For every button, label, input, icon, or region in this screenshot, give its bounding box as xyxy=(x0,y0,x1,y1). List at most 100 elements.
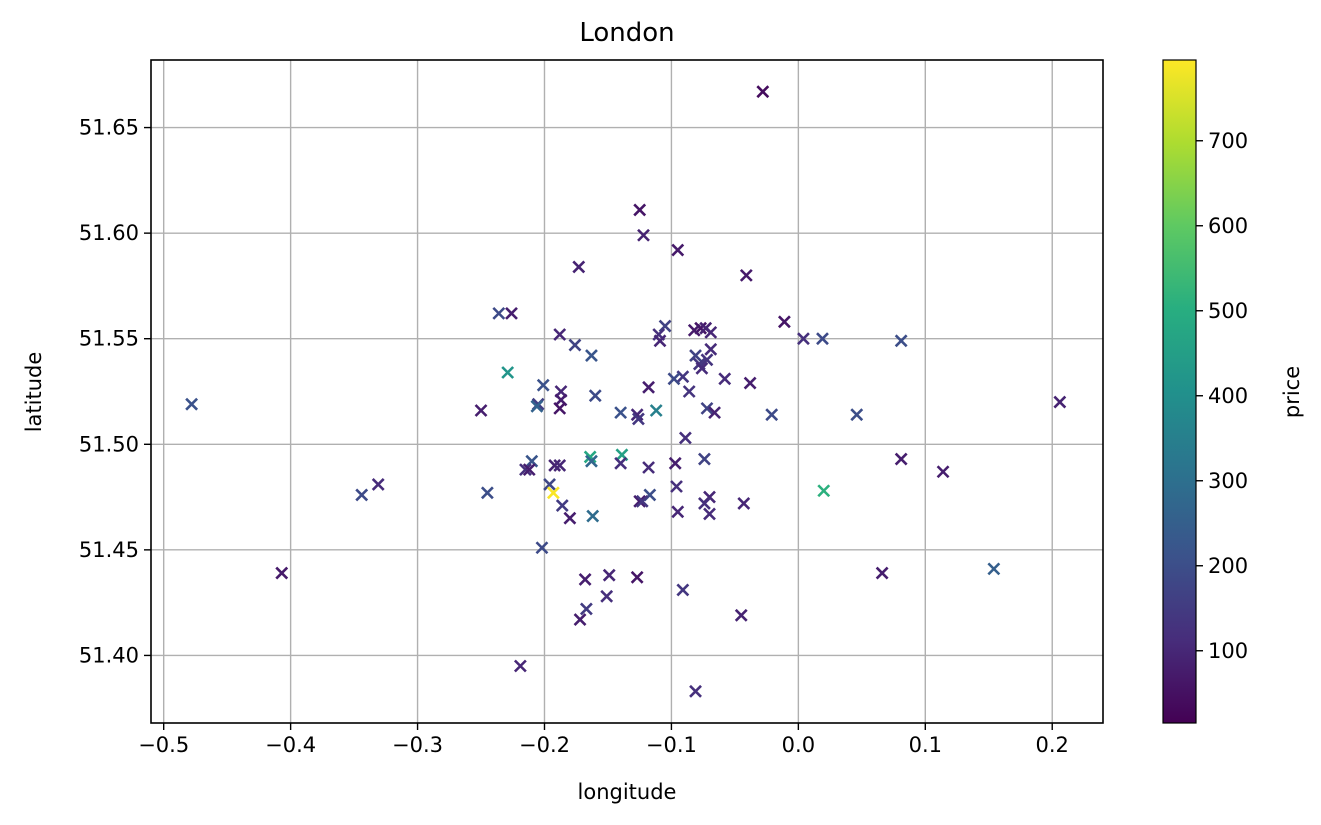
data-point xyxy=(543,477,556,491)
data-point xyxy=(689,684,702,698)
data-point xyxy=(658,319,672,333)
y-tick-label: 51.45 xyxy=(79,538,139,562)
data-point xyxy=(519,463,532,477)
data-point xyxy=(371,477,385,491)
x-tick-label: 0.1 xyxy=(909,733,942,757)
data-point xyxy=(936,465,950,479)
plot-area-frame xyxy=(150,59,1104,724)
data-point xyxy=(630,408,644,422)
data-point xyxy=(765,408,779,422)
x-tick-label: 0.2 xyxy=(1036,733,1069,757)
data-point xyxy=(737,496,751,510)
colorbar-tick-label: 500 xyxy=(1208,299,1248,323)
data-point xyxy=(513,659,527,673)
data-point xyxy=(614,406,628,420)
colorbar-tick-label: 700 xyxy=(1208,129,1248,153)
data-point xyxy=(894,334,908,348)
x-tick-label: −0.2 xyxy=(519,733,570,757)
data-point xyxy=(739,268,753,282)
data-point xyxy=(667,372,681,386)
data-point xyxy=(185,397,199,411)
colorbar-tick-label: 300 xyxy=(1208,469,1248,493)
grid xyxy=(151,60,1103,723)
data-point xyxy=(797,332,810,346)
data-point xyxy=(703,507,716,521)
data-point xyxy=(816,332,829,346)
data-point xyxy=(708,406,722,420)
data-point xyxy=(555,499,569,512)
data-point xyxy=(700,401,714,415)
data-point xyxy=(536,378,550,392)
data-point xyxy=(501,366,515,379)
data-point xyxy=(875,566,889,580)
data-point xyxy=(743,376,757,390)
data-point xyxy=(1053,395,1067,409)
data-point xyxy=(480,486,494,500)
data-point xyxy=(817,484,831,498)
data-point xyxy=(553,458,567,472)
data-point xyxy=(579,602,593,616)
data-point xyxy=(572,260,586,274)
data-point xyxy=(670,480,683,493)
data-point xyxy=(586,509,600,523)
data-point xyxy=(671,505,685,519)
data-point xyxy=(275,566,289,580)
x-tick-label: 0.0 xyxy=(782,733,815,757)
colorbar-tick-label: 600 xyxy=(1208,214,1248,238)
data-point xyxy=(687,323,701,337)
data-point xyxy=(700,353,714,367)
data-point xyxy=(777,315,791,329)
data-point xyxy=(637,228,650,242)
data-point xyxy=(689,349,702,363)
data-point xyxy=(642,380,655,394)
data-point xyxy=(474,404,488,417)
data-point xyxy=(614,456,628,470)
data-point xyxy=(642,461,655,474)
data-point xyxy=(585,349,598,363)
data-point xyxy=(522,463,536,477)
data-point xyxy=(588,389,602,403)
x-axis-title: longitude xyxy=(578,780,677,804)
y-tick-label: 51.50 xyxy=(79,432,139,456)
data-points xyxy=(185,85,1067,698)
data-point xyxy=(355,488,369,502)
data-point xyxy=(553,328,567,341)
y-axis: 51.40 51.45 51.50 51.55 51.60 51.65 xyxy=(79,116,151,667)
data-point xyxy=(600,589,614,603)
data-point xyxy=(578,573,592,586)
data-point xyxy=(630,570,644,584)
colorbar-axis: 100 200 300 400 500 600 700 xyxy=(1196,129,1248,663)
data-point xyxy=(987,562,1001,576)
x-tick-label: −0.1 xyxy=(646,733,697,757)
colorbar-tick-label: 400 xyxy=(1208,384,1248,408)
data-point xyxy=(756,85,770,99)
y-tick-label: 51.40 xyxy=(79,643,139,667)
data-point xyxy=(635,494,649,508)
data-point xyxy=(573,613,587,626)
data-point xyxy=(530,399,544,413)
y-tick-label: 51.55 xyxy=(79,327,139,351)
data-point xyxy=(568,338,582,352)
data-point xyxy=(734,608,748,622)
colorbar-tick-label: 200 xyxy=(1208,554,1248,578)
data-point xyxy=(633,203,647,217)
x-tick-label: −0.5 xyxy=(138,733,189,757)
y-tick-label: 51.60 xyxy=(79,221,139,245)
data-point xyxy=(553,401,567,415)
data-point xyxy=(505,306,518,320)
data-point xyxy=(698,452,711,466)
data-point xyxy=(492,306,506,320)
data-point xyxy=(894,452,908,466)
data-point xyxy=(668,456,682,470)
data-point xyxy=(653,334,667,348)
data-point xyxy=(548,458,562,472)
x-tick-label: −0.3 xyxy=(392,733,443,757)
data-point xyxy=(704,342,718,356)
x-tick-label: −0.4 xyxy=(265,733,316,757)
data-point xyxy=(671,243,685,257)
y-axis-title: latitude xyxy=(22,352,46,433)
data-point xyxy=(535,541,549,555)
y-tick-label: 51.65 xyxy=(79,116,139,140)
data-point xyxy=(602,568,616,582)
